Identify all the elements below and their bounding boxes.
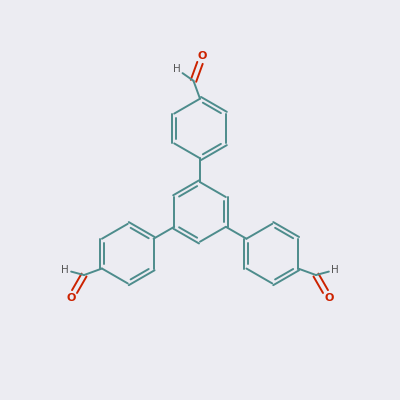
Text: H: H [61, 265, 69, 275]
Text: H: H [174, 64, 181, 74]
Text: O: O [198, 51, 207, 61]
Text: O: O [66, 293, 76, 303]
Text: H: H [331, 265, 339, 275]
Text: O: O [324, 293, 334, 303]
